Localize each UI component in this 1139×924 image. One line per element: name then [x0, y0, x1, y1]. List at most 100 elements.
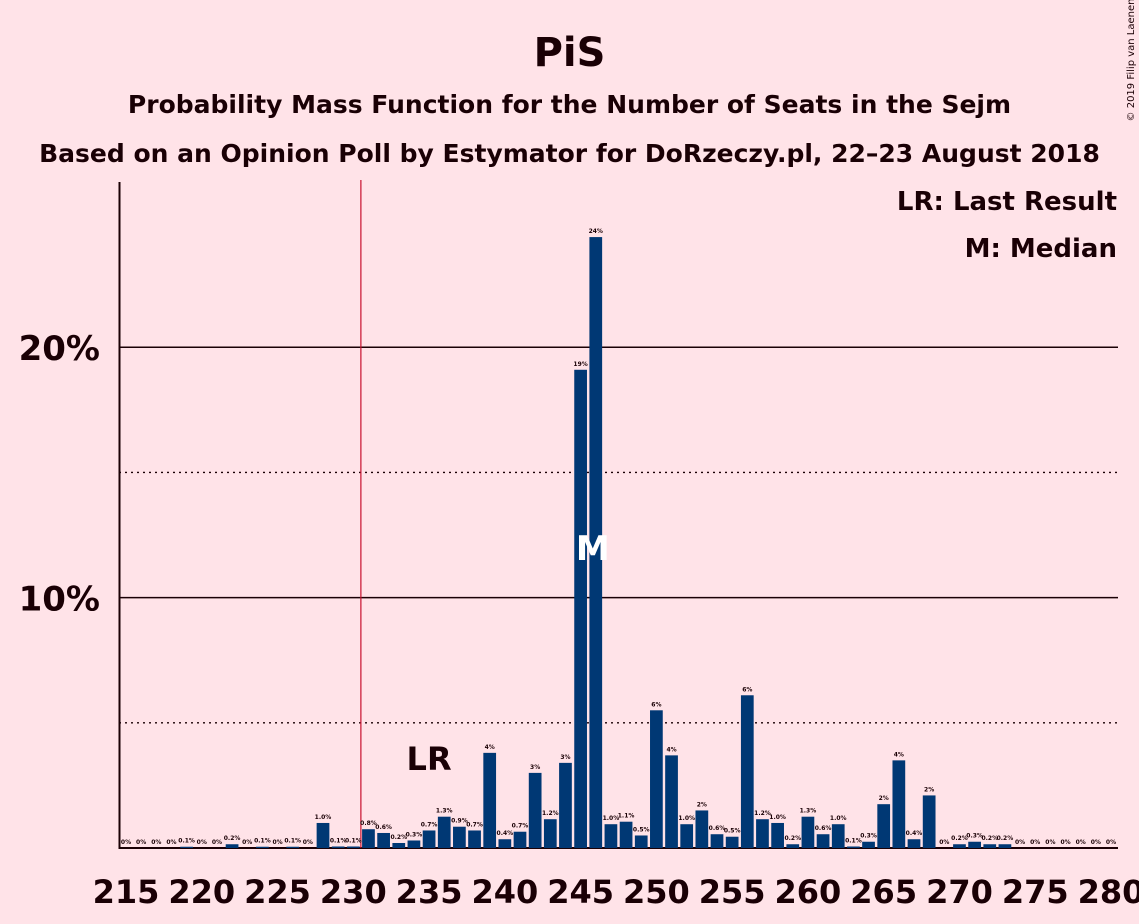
bar	[847, 846, 860, 848]
x-tick-label: 245	[547, 873, 614, 911]
data-label: 0%	[1060, 839, 1070, 846]
data-label: 0.4%	[497, 830, 514, 837]
data-label: 1.2%	[754, 810, 771, 817]
bar	[801, 816, 815, 848]
data-label: 0%	[272, 839, 282, 846]
bar	[256, 846, 269, 848]
data-label: 0.6%	[709, 825, 726, 832]
data-label: 0%	[1106, 839, 1116, 846]
legend-median: M: Median	[965, 234, 1117, 264]
data-label: 2%	[697, 801, 707, 808]
data-label: 0.2%	[784, 835, 801, 842]
data-label: 0%	[1091, 839, 1101, 846]
data-label: 0.7%	[512, 823, 529, 830]
x-tick-label: 225	[244, 873, 311, 911]
data-label: 0%	[242, 839, 252, 846]
bar	[710, 834, 724, 848]
data-label: 3%	[530, 764, 540, 771]
data-label: 3%	[560, 754, 570, 761]
x-tick-label: 215	[93, 873, 160, 911]
data-label: 1.0%	[603, 815, 620, 822]
data-label: 0.7%	[466, 821, 483, 828]
bar	[286, 846, 300, 848]
chart-subtitle-2: Based on an Opinion Poll by Estymator fo…	[39, 139, 1100, 168]
data-label: 19%	[573, 361, 587, 368]
data-label: 1.1%	[618, 813, 635, 820]
bar	[377, 832, 390, 848]
bar	[437, 816, 451, 848]
data-label: 0%	[151, 839, 161, 846]
data-label: 6%	[651, 701, 661, 708]
bar	[740, 695, 754, 848]
bar	[407, 840, 421, 848]
y-tick-label: 20%	[19, 329, 100, 369]
gridlines	[119, 346, 1118, 724]
chart-title: PiS	[534, 30, 606, 76]
data-label: 0.1%	[345, 837, 362, 844]
data-label: 0.5%	[724, 828, 741, 835]
data-labels: 0% 0% 0% 0% 0.1% 0% 0%0.2%0% 0.1% 0% 0.1% 0%1.0%0.…	[121, 228, 1116, 846]
bar	[953, 844, 966, 848]
data-label: 0.1%	[845, 837, 862, 844]
median-label: M	[576, 529, 610, 569]
bar	[998, 844, 1012, 848]
data-label: 0%	[303, 839, 313, 846]
data-label: 0.2%	[390, 834, 407, 841]
data-label: 0%	[1030, 839, 1040, 846]
x-tick-label: 230	[320, 873, 387, 911]
data-label: 0.3%	[860, 833, 877, 840]
x-tick-label: 250	[623, 873, 690, 911]
bar	[513, 831, 527, 848]
data-label: 1.0%	[769, 814, 786, 821]
data-label: 6%	[742, 686, 752, 693]
bar	[892, 760, 906, 848]
y-tick-label: 10%	[19, 580, 100, 620]
bar	[816, 834, 830, 848]
x-tick-label: 280	[1078, 873, 1139, 911]
x-tick-label: 275	[1002, 873, 1069, 911]
data-label: 0.1%	[178, 838, 195, 845]
bar	[422, 830, 436, 848]
bar	[650, 710, 663, 848]
bar	[346, 846, 360, 848]
data-label: 0.3%	[406, 831, 423, 838]
data-label: 0.2%	[951, 835, 968, 842]
bar	[392, 842, 406, 848]
x-tick-label: 255	[699, 873, 766, 911]
data-label: 0.8%	[360, 820, 377, 827]
x-tick-label: 235	[396, 873, 463, 911]
data-label: 1.0%	[678, 815, 695, 822]
data-label: 0%	[212, 839, 222, 846]
bar	[559, 762, 572, 848]
data-label: 4%	[666, 746, 676, 753]
data-label: 0.7%	[421, 821, 438, 828]
data-label: 1.0%	[315, 814, 332, 821]
data-label: 0.4%	[906, 830, 923, 837]
bar	[225, 844, 239, 848]
bar	[862, 841, 875, 848]
bar	[983, 844, 997, 848]
bar	[468, 830, 481, 848]
bar	[634, 835, 648, 848]
bar	[543, 819, 557, 848]
x-tick-label: 265	[850, 873, 917, 911]
bar	[619, 821, 633, 848]
bar	[483, 752, 497, 848]
data-label: 0%	[1015, 839, 1025, 846]
bar	[528, 772, 542, 848]
data-label: 0.1%	[330, 837, 347, 844]
bar	[331, 846, 345, 848]
bar	[589, 237, 603, 848]
data-label: 0%	[166, 839, 176, 846]
data-label: 0.1%	[284, 838, 301, 845]
data-label: 4%	[485, 744, 495, 751]
data-label: 1.2%	[542, 810, 559, 817]
data-label: 0%	[1076, 839, 1086, 846]
bar	[968, 841, 981, 848]
bar	[180, 846, 193, 848]
data-label: 0.6%	[375, 824, 392, 831]
data-label: 0.2%	[981, 835, 998, 842]
y-tick-labels: 10% 20%	[19, 329, 100, 619]
data-label: 0.2%	[224, 835, 241, 842]
